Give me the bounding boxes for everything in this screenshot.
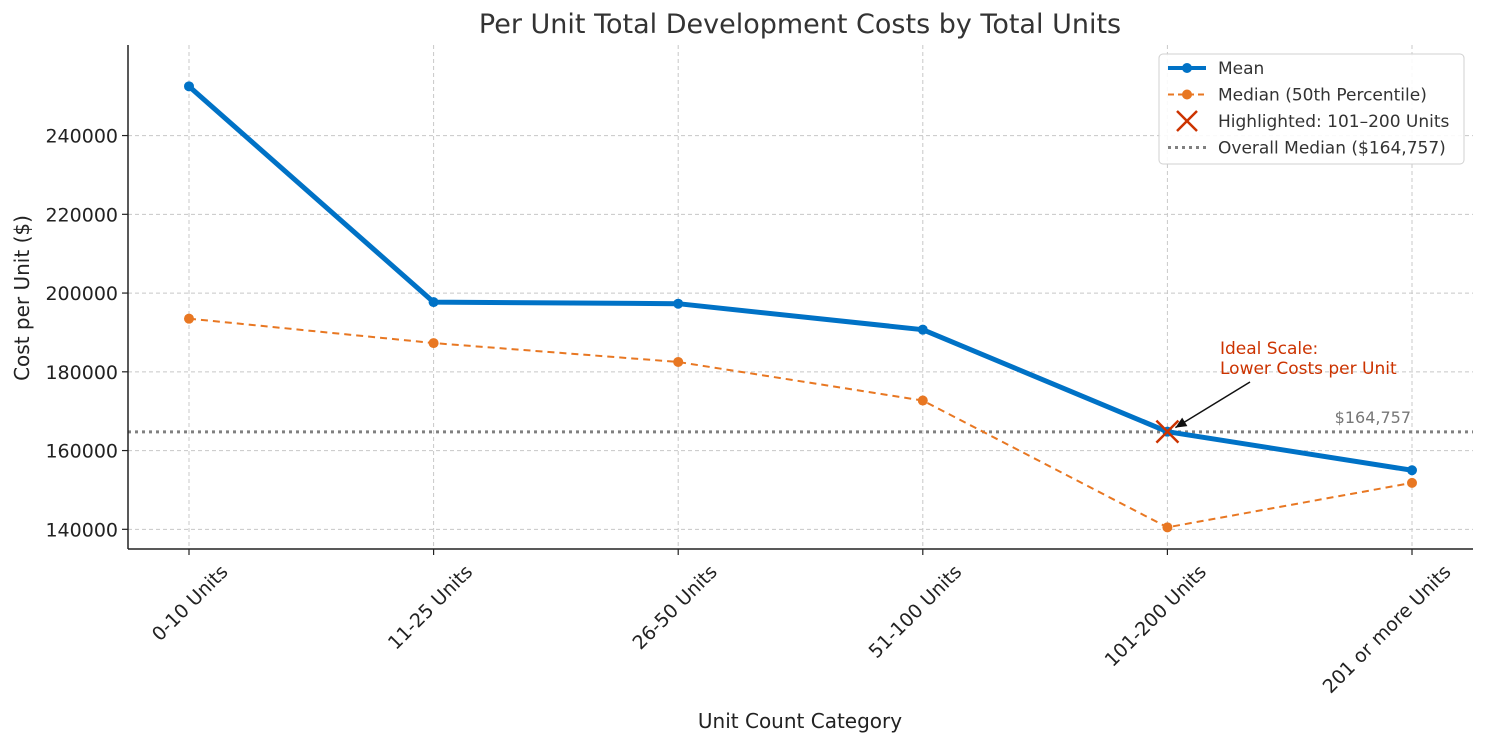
series-group: [184, 81, 1417, 533]
y-tick-label: 240000: [45, 126, 118, 148]
mean-point: [673, 298, 684, 309]
y-tick-label: 180000: [45, 362, 118, 384]
legend-mean-marker: [1182, 63, 1192, 73]
annotation-text: Lower Costs per Unit: [1220, 359, 1397, 379]
y-tick-label: 200000: [45, 283, 118, 305]
x-tick-label: 51-100 Units: [865, 561, 967, 663]
annotation-arrow-head: [1175, 417, 1188, 428]
x-tick-label: 0-10 Units: [148, 561, 233, 646]
legend-box: [1158, 53, 1465, 165]
mean-point: [1407, 465, 1417, 476]
legend-highlight-swatch-2: [1176, 110, 1198, 132]
median-point: [917, 395, 928, 406]
mean-point: [917, 324, 928, 335]
legend-median-marker: [1182, 89, 1192, 100]
legend: Mean Median (50th Percentile) Highlighted:…: [1158, 53, 1465, 165]
mean-line: [187, 84, 1413, 473]
y-tick-label: 220000: [45, 204, 118, 226]
legend-label: Mean: [1218, 59, 1264, 79]
x-tick-label: 11-25 Units: [384, 561, 477, 654]
x-tick-label: 26-50 Units: [629, 561, 722, 654]
overall-median-label: $164,757: [1335, 408, 1411, 427]
annotation: Ideal Scale:Lower Costs per Unit: [1175, 339, 1397, 429]
legend-label: Median (50th Percentile): [1218, 86, 1427, 106]
highlight-marker-stroke-2: [1155, 419, 1180, 444]
median-point: [673, 356, 684, 367]
legend-label: Overall Median ($164,757): [1218, 139, 1446, 159]
mean-point: [428, 297, 439, 308]
y-tick-label: 160000: [45, 441, 118, 463]
overall-median-group: $164,757: [128, 408, 1473, 434]
median-point: [1407, 477, 1417, 488]
median-point: [1162, 522, 1173, 533]
mean-point: [184, 81, 194, 92]
median-point: [184, 313, 194, 324]
annotation-text: Ideal Scale:: [1220, 339, 1318, 359]
x-tick-label: 201 or more Units: [1319, 561, 1456, 698]
x-axis-title: Unit Count Category: [698, 709, 902, 733]
y-axis-title: Cost per Unit ($): [10, 215, 34, 381]
x-tick-label: 101-200 Units: [1101, 561, 1211, 671]
median-line: [188, 317, 1413, 529]
legend-label: Highlighted: 101–200 Units: [1218, 112, 1450, 132]
median-point: [428, 338, 439, 349]
y-tick-label: 140000: [45, 519, 118, 541]
axes: [122, 45, 1473, 555]
tick-labels: 140000 160000 180000 200000 220000 240000 0-10…: [45, 126, 1455, 698]
chart-title: Per Unit Total Development Costs by Tota…: [479, 9, 1121, 40]
annotation-arrow-shaft: [1175, 381, 1251, 429]
